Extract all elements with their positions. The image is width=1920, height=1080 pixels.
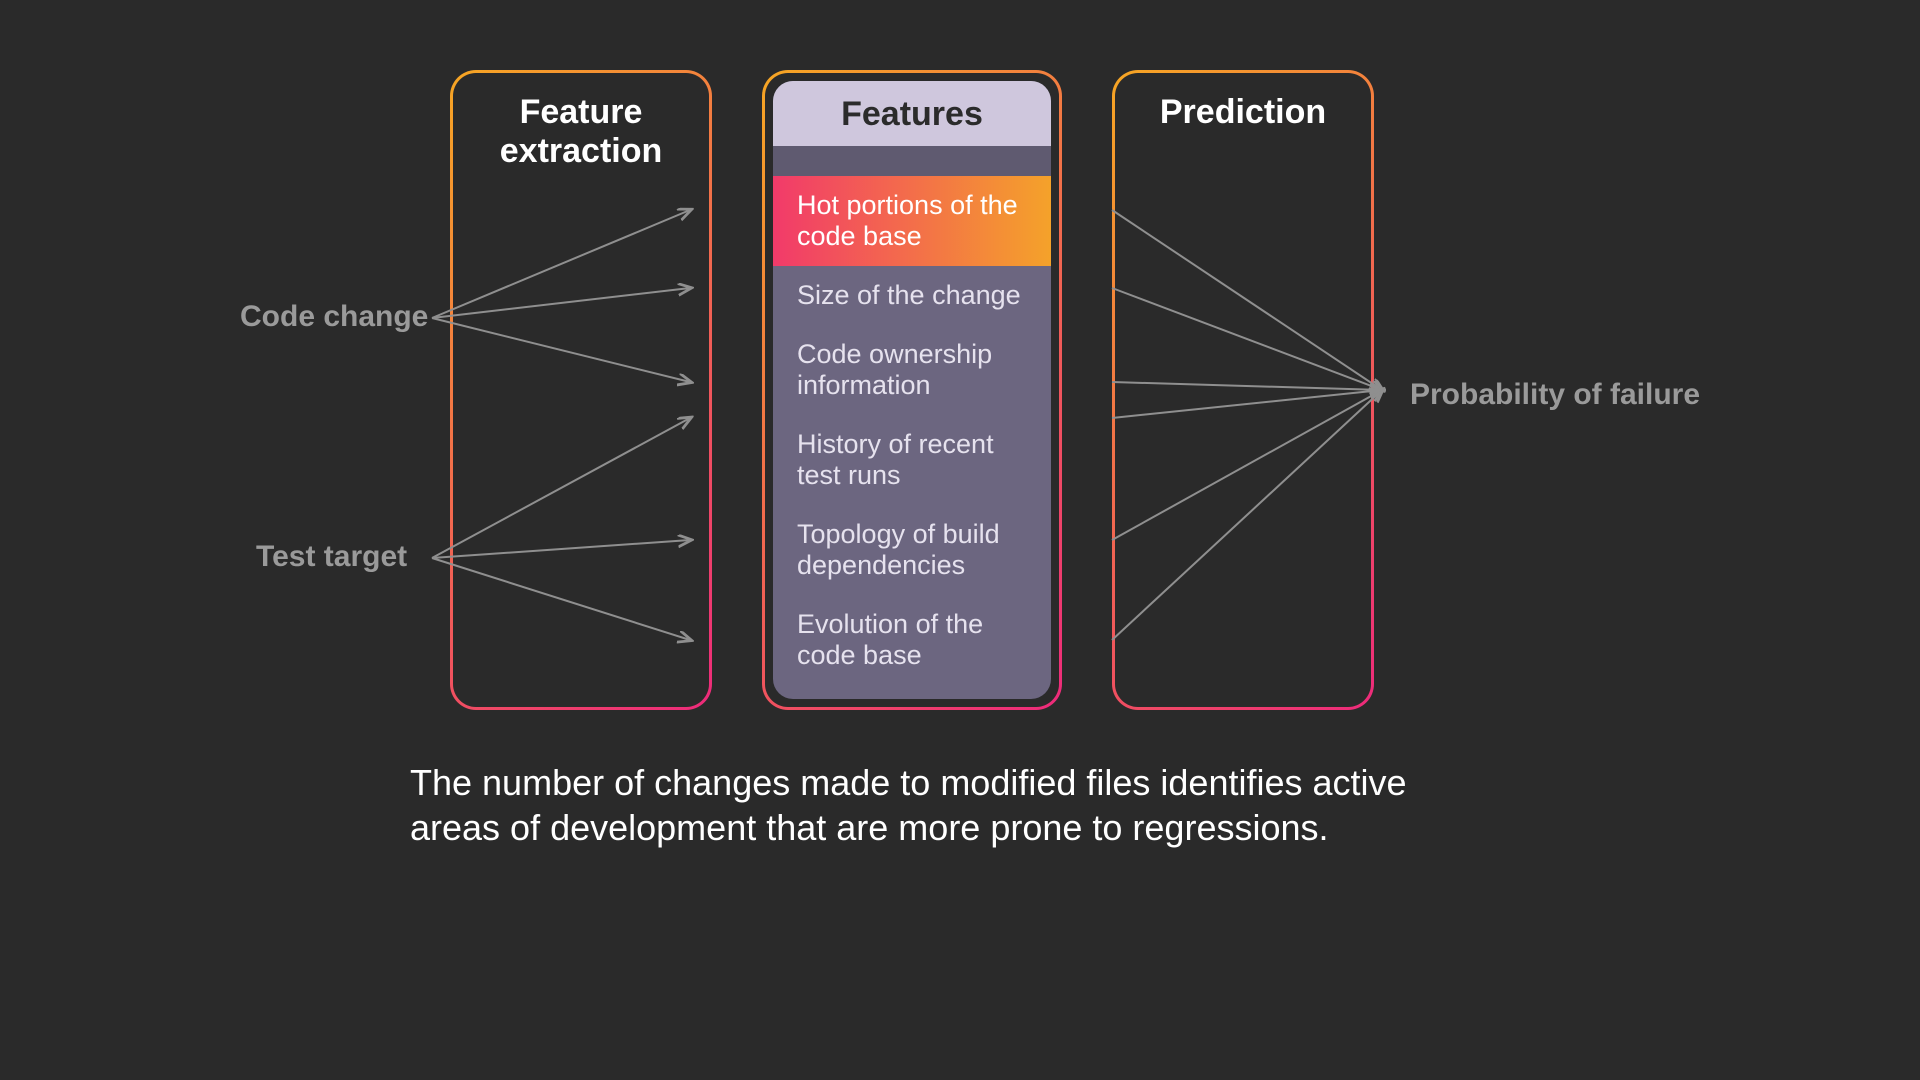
panel-features: Features Hot portions of thecode baseSiz… xyxy=(762,70,1062,710)
feature-item: Topology of builddependencies xyxy=(773,505,1051,595)
panel-prediction: Prediction xyxy=(1112,70,1374,710)
panel-title-features: Features xyxy=(773,81,1051,146)
panel-title-prediction: Prediction xyxy=(1115,73,1371,132)
diagram-stage: Code change Test target Featureextractio… xyxy=(0,0,1920,1080)
feature-item: Evolution of thecode base xyxy=(773,595,1051,685)
features-subheader xyxy=(773,146,1051,176)
feature-item: Hot portions of thecode base xyxy=(773,176,1051,266)
label-test-target: Test target xyxy=(256,540,407,574)
feature-item: Code ownershipinformation xyxy=(773,325,1051,415)
label-probability-of-failure: Probability of failure xyxy=(1410,378,1700,412)
panel-title-feature-extraction: Featureextraction xyxy=(453,73,709,171)
label-code-change: Code change xyxy=(240,300,428,334)
panel-feature-extraction: Featureextraction xyxy=(450,70,712,710)
feature-item: Size of the change xyxy=(773,266,1051,325)
features-card: Features Hot portions of thecode baseSiz… xyxy=(773,81,1051,699)
feature-item: History of recenttest runs xyxy=(773,415,1051,505)
diagram-caption: The number of changes made to modified f… xyxy=(410,760,1460,850)
features-list: Hot portions of thecode baseSize of the … xyxy=(773,176,1051,686)
